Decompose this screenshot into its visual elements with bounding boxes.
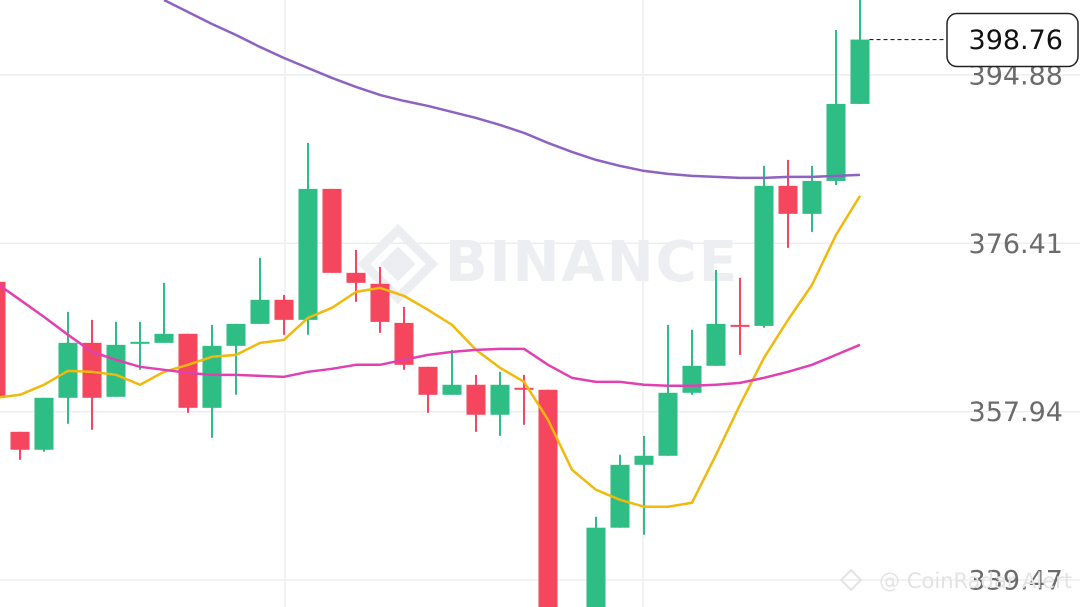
candle-body (298, 188, 318, 320)
watermark-text: BINANCE (445, 230, 739, 295)
candle-body (370, 283, 390, 322)
candle-body (178, 333, 198, 408)
credit: @ CoinRadar Alert (839, 568, 1072, 593)
moving-average-line (0, 195, 862, 508)
candle-body (658, 392, 678, 456)
credit-text: @ CoinRadar Alert (879, 569, 1072, 593)
candle-body (706, 323, 726, 366)
candle-body (10, 431, 30, 450)
candle-body (682, 365, 702, 393)
candle-body (754, 185, 774, 326)
watermark-logo (357, 223, 439, 305)
moving-average-line (163, 0, 861, 180)
candle-body (346, 272, 366, 283)
moving-average-line (0, 284, 861, 388)
plot-area (0, 0, 870, 607)
candle-body (34, 397, 54, 450)
y-tick-label: 376.41 (969, 229, 1063, 260)
price-label: 398.76 (969, 25, 1063, 56)
candle-body (466, 384, 486, 415)
candle-body (0, 281, 6, 398)
candle-body (250, 299, 270, 324)
candle-body (130, 341, 150, 344)
candle-body (106, 344, 126, 397)
credit-logo (839, 568, 863, 592)
watermark: BINANCE (357, 223, 739, 305)
candle-body (394, 322, 414, 365)
candle-body (538, 389, 558, 607)
candle-body (802, 180, 822, 214)
candle-body (730, 324, 750, 327)
price-box (946, 12, 1079, 68)
candle-body (586, 527, 606, 607)
y-tick-label: 339.47 (969, 566, 1063, 597)
candle-body (274, 299, 294, 320)
price-indicator: 398.76 (869, 12, 1079, 68)
candle-body (514, 387, 534, 390)
candle-body (610, 464, 630, 528)
y-tick-label: 357.94 (969, 397, 1063, 428)
candle-body (418, 366, 438, 395)
candle-body (154, 333, 174, 343)
candle-body (778, 185, 798, 214)
candle-body (226, 323, 246, 346)
candle-body (634, 455, 654, 465)
candle-body (826, 103, 846, 181)
candle-body (442, 384, 462, 395)
candle-body (202, 345, 222, 408)
candle-body (850, 39, 870, 104)
candle-body (322, 188, 342, 273)
candle-body (490, 384, 510, 415)
candle-body (82, 342, 102, 398)
